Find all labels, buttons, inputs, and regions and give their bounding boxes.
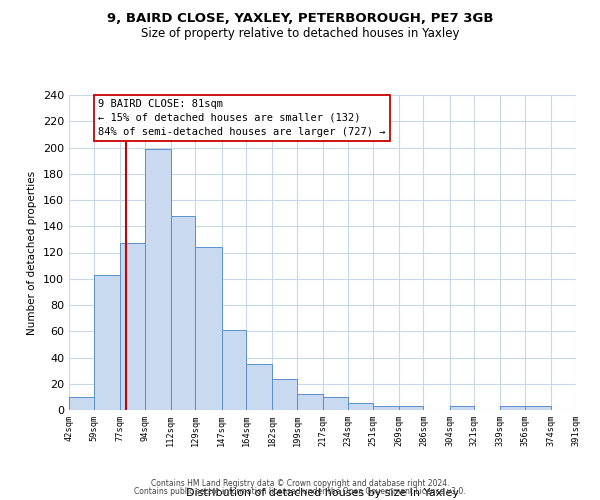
Bar [246, 364, 272, 410]
Bar [525, 406, 551, 410]
Bar [323, 397, 348, 410]
Text: Size of property relative to detached houses in Yaxley: Size of property relative to detached ho… [141, 28, 459, 40]
Bar [221, 330, 246, 410]
Bar [373, 406, 399, 410]
Bar [500, 406, 525, 410]
Bar [196, 247, 221, 410]
Bar [120, 244, 145, 410]
Bar [272, 378, 297, 410]
Text: 9, BAIRD CLOSE, YAXLEY, PETERBOROUGH, PE7 3GB: 9, BAIRD CLOSE, YAXLEY, PETERBOROUGH, PE… [107, 12, 493, 26]
Y-axis label: Number of detached properties: Number of detached properties [28, 170, 37, 334]
Text: Contains public sector information licensed under the Open Government Licence v3: Contains public sector information licen… [134, 487, 466, 496]
Bar [297, 394, 323, 410]
Bar [94, 275, 120, 410]
Bar [170, 216, 196, 410]
Bar [449, 406, 475, 410]
Bar [145, 149, 170, 410]
Bar [69, 397, 94, 410]
Text: Contains HM Land Registry data © Crown copyright and database right 2024.: Contains HM Land Registry data © Crown c… [151, 478, 449, 488]
Bar [399, 406, 424, 410]
Bar [348, 404, 373, 410]
Text: 9 BAIRD CLOSE: 81sqm
← 15% of detached houses are smaller (132)
84% of semi-deta: 9 BAIRD CLOSE: 81sqm ← 15% of detached h… [98, 99, 386, 137]
X-axis label: Distribution of detached houses by size in Yaxley: Distribution of detached houses by size … [186, 488, 459, 498]
